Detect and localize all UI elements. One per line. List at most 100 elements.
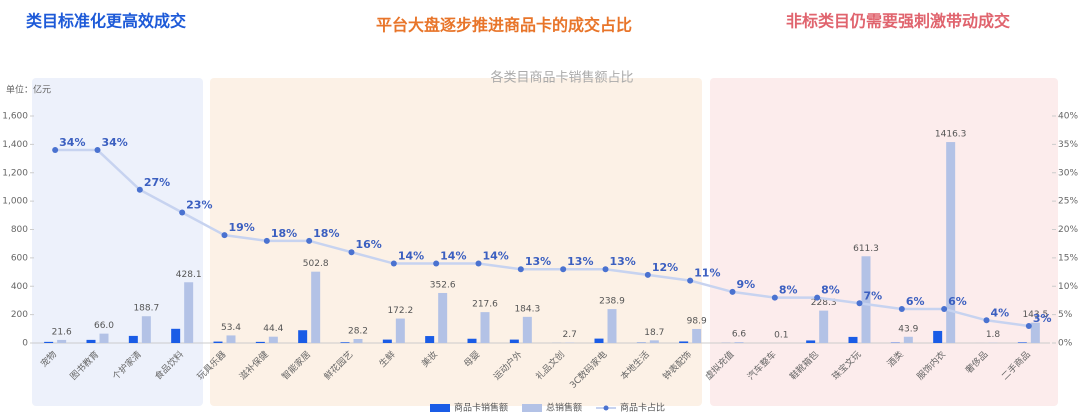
data-label: 11% xyxy=(694,267,720,280)
data-label: 3% xyxy=(1033,312,1052,325)
data-label: 9% xyxy=(737,278,756,291)
line-point xyxy=(560,266,567,273)
line-point xyxy=(517,266,524,273)
data-label: 53.4 xyxy=(221,323,241,333)
y-tick-label: 200 xyxy=(11,310,28,320)
line-point xyxy=(1025,322,1032,329)
data-label: 238.9 xyxy=(599,297,625,307)
bar xyxy=(1030,322,1040,343)
bar xyxy=(57,339,67,343)
data-label: 7% xyxy=(864,289,883,302)
data-label: 6% xyxy=(948,295,967,308)
bar xyxy=(848,336,858,343)
y-unit: 单位：亿元 xyxy=(6,84,51,96)
bar xyxy=(467,338,477,343)
data-label: 14% xyxy=(398,250,424,263)
data-label: 228.3 xyxy=(811,298,837,308)
y2-tick-label: 40% xyxy=(1058,112,1078,122)
bar xyxy=(509,339,519,343)
data-label: 1416.3 xyxy=(935,130,967,140)
y-tick-label: 800 xyxy=(11,225,28,235)
y-tick-label: 1,400 xyxy=(2,140,28,150)
data-label: 2.7 xyxy=(563,330,577,340)
data-label: 6.6 xyxy=(732,330,747,340)
bar xyxy=(298,330,308,343)
legend-swatch xyxy=(430,404,450,412)
line-point xyxy=(898,305,905,312)
bar xyxy=(946,142,956,343)
data-label: 34% xyxy=(102,136,128,149)
bar xyxy=(340,342,350,343)
data-label: 184.3 xyxy=(514,304,540,314)
panel-orange xyxy=(210,78,702,406)
line-point xyxy=(52,147,59,154)
bar xyxy=(128,335,138,343)
y-tick-label: 1,600 xyxy=(2,112,28,122)
line-point xyxy=(306,237,313,244)
bar xyxy=(734,342,744,343)
bar xyxy=(382,339,392,343)
y2-tick-label: 20% xyxy=(1058,225,1078,235)
data-label: 21.6 xyxy=(52,327,72,337)
line-point xyxy=(856,300,863,307)
line-point xyxy=(771,294,778,301)
data-label: 13% xyxy=(567,255,593,268)
bar xyxy=(268,336,278,343)
data-label: 188.7 xyxy=(133,304,159,314)
line-point xyxy=(644,271,651,278)
data-label: 13% xyxy=(610,255,636,268)
bar xyxy=(86,339,96,343)
legend-swatch xyxy=(603,405,609,411)
legend-swatch xyxy=(522,404,543,412)
bar xyxy=(184,282,194,343)
bar xyxy=(425,336,435,343)
bar xyxy=(311,271,321,343)
line-point xyxy=(390,260,397,267)
bar xyxy=(649,340,659,343)
data-label: 1.8 xyxy=(986,330,1001,340)
line-point xyxy=(983,317,990,324)
bar xyxy=(395,318,405,343)
line-point xyxy=(602,266,609,273)
bar xyxy=(1017,342,1027,343)
y-tick-label: 0 xyxy=(22,339,28,349)
bar xyxy=(141,316,151,343)
data-label: 352.6 xyxy=(430,280,456,290)
data-label: 98.9 xyxy=(687,316,707,326)
legend-label: 总销售额 xyxy=(546,402,582,414)
data-label: 44.4 xyxy=(263,324,283,334)
bar xyxy=(213,341,223,343)
data-label: 34% xyxy=(59,136,85,149)
bar xyxy=(903,336,913,343)
data-label: 23% xyxy=(186,198,212,211)
legend-label: 商品卡占比 xyxy=(620,402,665,414)
bar xyxy=(438,292,448,343)
bar xyxy=(522,316,532,343)
bar xyxy=(594,338,604,343)
data-label: 28.2 xyxy=(348,326,368,336)
data-label: 14% xyxy=(440,250,466,263)
y-tick-label: 1,000 xyxy=(2,197,28,207)
data-label: 18.7 xyxy=(644,328,664,338)
data-label: 13% xyxy=(525,255,551,268)
y2-tick-label: 15% xyxy=(1058,253,1078,263)
line-point xyxy=(94,147,101,154)
y-tick-label: 1,200 xyxy=(2,168,28,178)
line-point xyxy=(263,237,270,244)
y2-tick-label: 0% xyxy=(1058,339,1073,349)
y2-tick-label: 5% xyxy=(1058,310,1073,320)
data-label: 14% xyxy=(483,250,509,263)
chart-title: 各类目商品卡销售额占比 xyxy=(490,70,633,86)
bar xyxy=(607,309,617,343)
line-point xyxy=(729,288,736,295)
bar xyxy=(679,341,689,343)
panel-pink xyxy=(710,78,1058,406)
y2-tick-label: 10% xyxy=(1058,282,1078,292)
line-point xyxy=(814,294,821,301)
y-tick-label: 600 xyxy=(11,253,28,263)
data-label: 143.5 xyxy=(1022,310,1048,320)
data-label: 18% xyxy=(271,227,297,240)
line-point xyxy=(433,260,440,267)
data-label: 8% xyxy=(821,284,840,297)
